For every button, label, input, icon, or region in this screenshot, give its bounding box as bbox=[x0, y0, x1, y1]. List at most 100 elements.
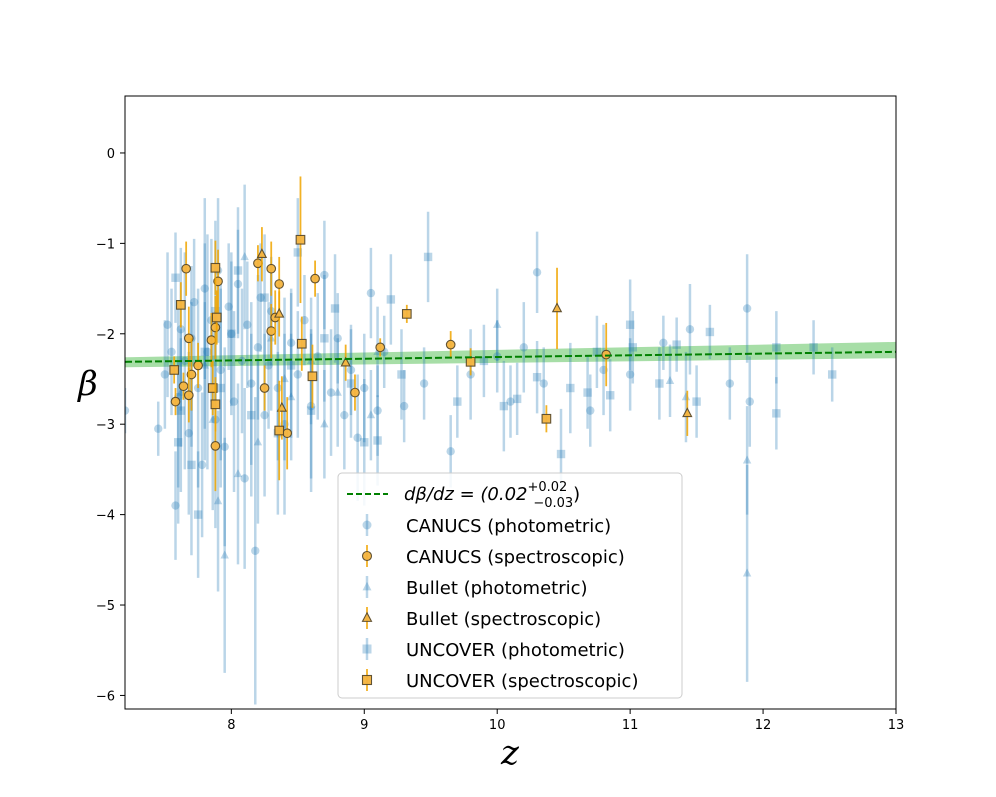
data-point bbox=[655, 379, 664, 388]
fit-confidence-band bbox=[125, 341, 896, 368]
legend-fit-prefix: dβ/dz = (0.02 bbox=[404, 484, 527, 505]
legend-entry: CANUCS (spectroscopic) bbox=[361, 545, 625, 568]
data-point bbox=[705, 327, 715, 337]
data-point bbox=[227, 329, 236, 338]
data-point bbox=[350, 387, 360, 398]
data-point bbox=[247, 410, 256, 420]
data-point bbox=[628, 343, 637, 352]
data-point bbox=[366, 410, 376, 419]
data-point bbox=[260, 293, 269, 302]
data-point bbox=[266, 326, 277, 336]
data-point bbox=[333, 387, 342, 396]
data-point bbox=[187, 460, 196, 470]
y-axis: 0 −1 −2 −3 −4 −5 −6 bbox=[96, 147, 125, 704]
y-axis-title: β bbox=[76, 364, 98, 404]
series-canucs-spectroscopic bbox=[170, 241, 612, 492]
legend-label: CANUCS (photometric) bbox=[406, 516, 611, 537]
data-point bbox=[264, 361, 273, 370]
data-point bbox=[176, 325, 186, 334]
data-point bbox=[493, 319, 502, 328]
fit-line-layer bbox=[125, 350, 896, 363]
data-point bbox=[366, 288, 376, 298]
data-point bbox=[373, 406, 382, 415]
data-point bbox=[253, 437, 263, 446]
data-point bbox=[465, 356, 476, 367]
legend-entries: CANUCS (photometric) CANUCS (spectroscopi… bbox=[361, 514, 638, 692]
data-point bbox=[605, 391, 615, 400]
legend-box bbox=[337, 472, 683, 699]
data-point bbox=[556, 449, 566, 459]
data-point bbox=[286, 338, 296, 348]
legend-fit-sub: −0.03 bbox=[533, 496, 573, 511]
legend-fit-suffix: ) bbox=[573, 484, 580, 505]
data-point bbox=[539, 379, 548, 388]
data-point bbox=[499, 401, 509, 411]
data-point bbox=[625, 370, 635, 379]
data-point bbox=[809, 343, 818, 352]
legend-entry: Bullet (photometric) bbox=[362, 576, 588, 599]
data-point bbox=[274, 279, 285, 289]
data-point bbox=[210, 322, 221, 333]
data-point bbox=[586, 406, 595, 415]
legend-entry: CANUCS (photometric) bbox=[362, 514, 611, 537]
data-point bbox=[397, 370, 406, 379]
x-axis-title: z bbox=[500, 733, 520, 773]
legend-entry: Bullet (spectroscopic) bbox=[361, 607, 601, 630]
data-point bbox=[307, 371, 318, 382]
data-point bbox=[224, 302, 233, 311]
data-point bbox=[233, 469, 243, 478]
x-axis: 8 9 10 11 12 13 bbox=[227, 709, 904, 733]
data-point bbox=[171, 501, 180, 510]
data-point bbox=[692, 397, 701, 406]
y-tick-label: −1 bbox=[96, 237, 115, 252]
data-point bbox=[211, 312, 222, 323]
data-point bbox=[293, 248, 303, 257]
data-point bbox=[296, 338, 307, 349]
data-point bbox=[206, 335, 217, 345]
data-point bbox=[169, 365, 180, 375]
data-point bbox=[386, 295, 396, 304]
data-point bbox=[175, 300, 186, 310]
data-point bbox=[227, 329, 236, 338]
data-point bbox=[375, 342, 386, 353]
data-point bbox=[229, 397, 239, 406]
data-point bbox=[446, 447, 455, 456]
data-point bbox=[197, 460, 207, 470]
data-point bbox=[154, 424, 163, 433]
data-point bbox=[210, 262, 221, 273]
data-point bbox=[160, 370, 170, 379]
data-point bbox=[320, 334, 329, 343]
plot-frame bbox=[124, 95, 897, 710]
data-point bbox=[519, 343, 528, 352]
legend-entry: UNCOVER (spectroscopic) bbox=[361, 669, 638, 692]
data-point bbox=[419, 379, 429, 388]
data-point bbox=[180, 356, 190, 366]
data-point bbox=[772, 409, 781, 418]
legend: dβ/dz = (0.02+0.02 −0.03) CANUCS (photome… bbox=[337, 472, 683, 699]
data-point bbox=[176, 406, 186, 415]
data-point bbox=[203, 347, 212, 357]
data-point bbox=[213, 496, 223, 505]
series-bullet-photometric bbox=[176, 184, 752, 682]
data-point bbox=[827, 370, 837, 379]
data-point bbox=[274, 425, 285, 436]
data-point bbox=[320, 270, 329, 280]
data-point bbox=[273, 307, 285, 318]
data-point bbox=[256, 248, 268, 258]
data-point bbox=[251, 546, 260, 555]
data-point bbox=[216, 365, 225, 375]
data-point bbox=[742, 455, 752, 464]
y-tick-label: −4 bbox=[96, 509, 115, 524]
legend-marker bbox=[362, 520, 372, 530]
data-point bbox=[360, 383, 369, 393]
legend-label: Bullet (photometric) bbox=[406, 578, 588, 599]
legend-marker bbox=[362, 581, 372, 591]
x-tick-label: 10 bbox=[489, 718, 506, 733]
data-point bbox=[665, 375, 675, 384]
data-point bbox=[286, 392, 296, 401]
data-point bbox=[742, 304, 752, 313]
data-point bbox=[479, 356, 489, 366]
data-point bbox=[220, 442, 229, 452]
data-point bbox=[293, 370, 303, 379]
data-point bbox=[256, 293, 265, 302]
